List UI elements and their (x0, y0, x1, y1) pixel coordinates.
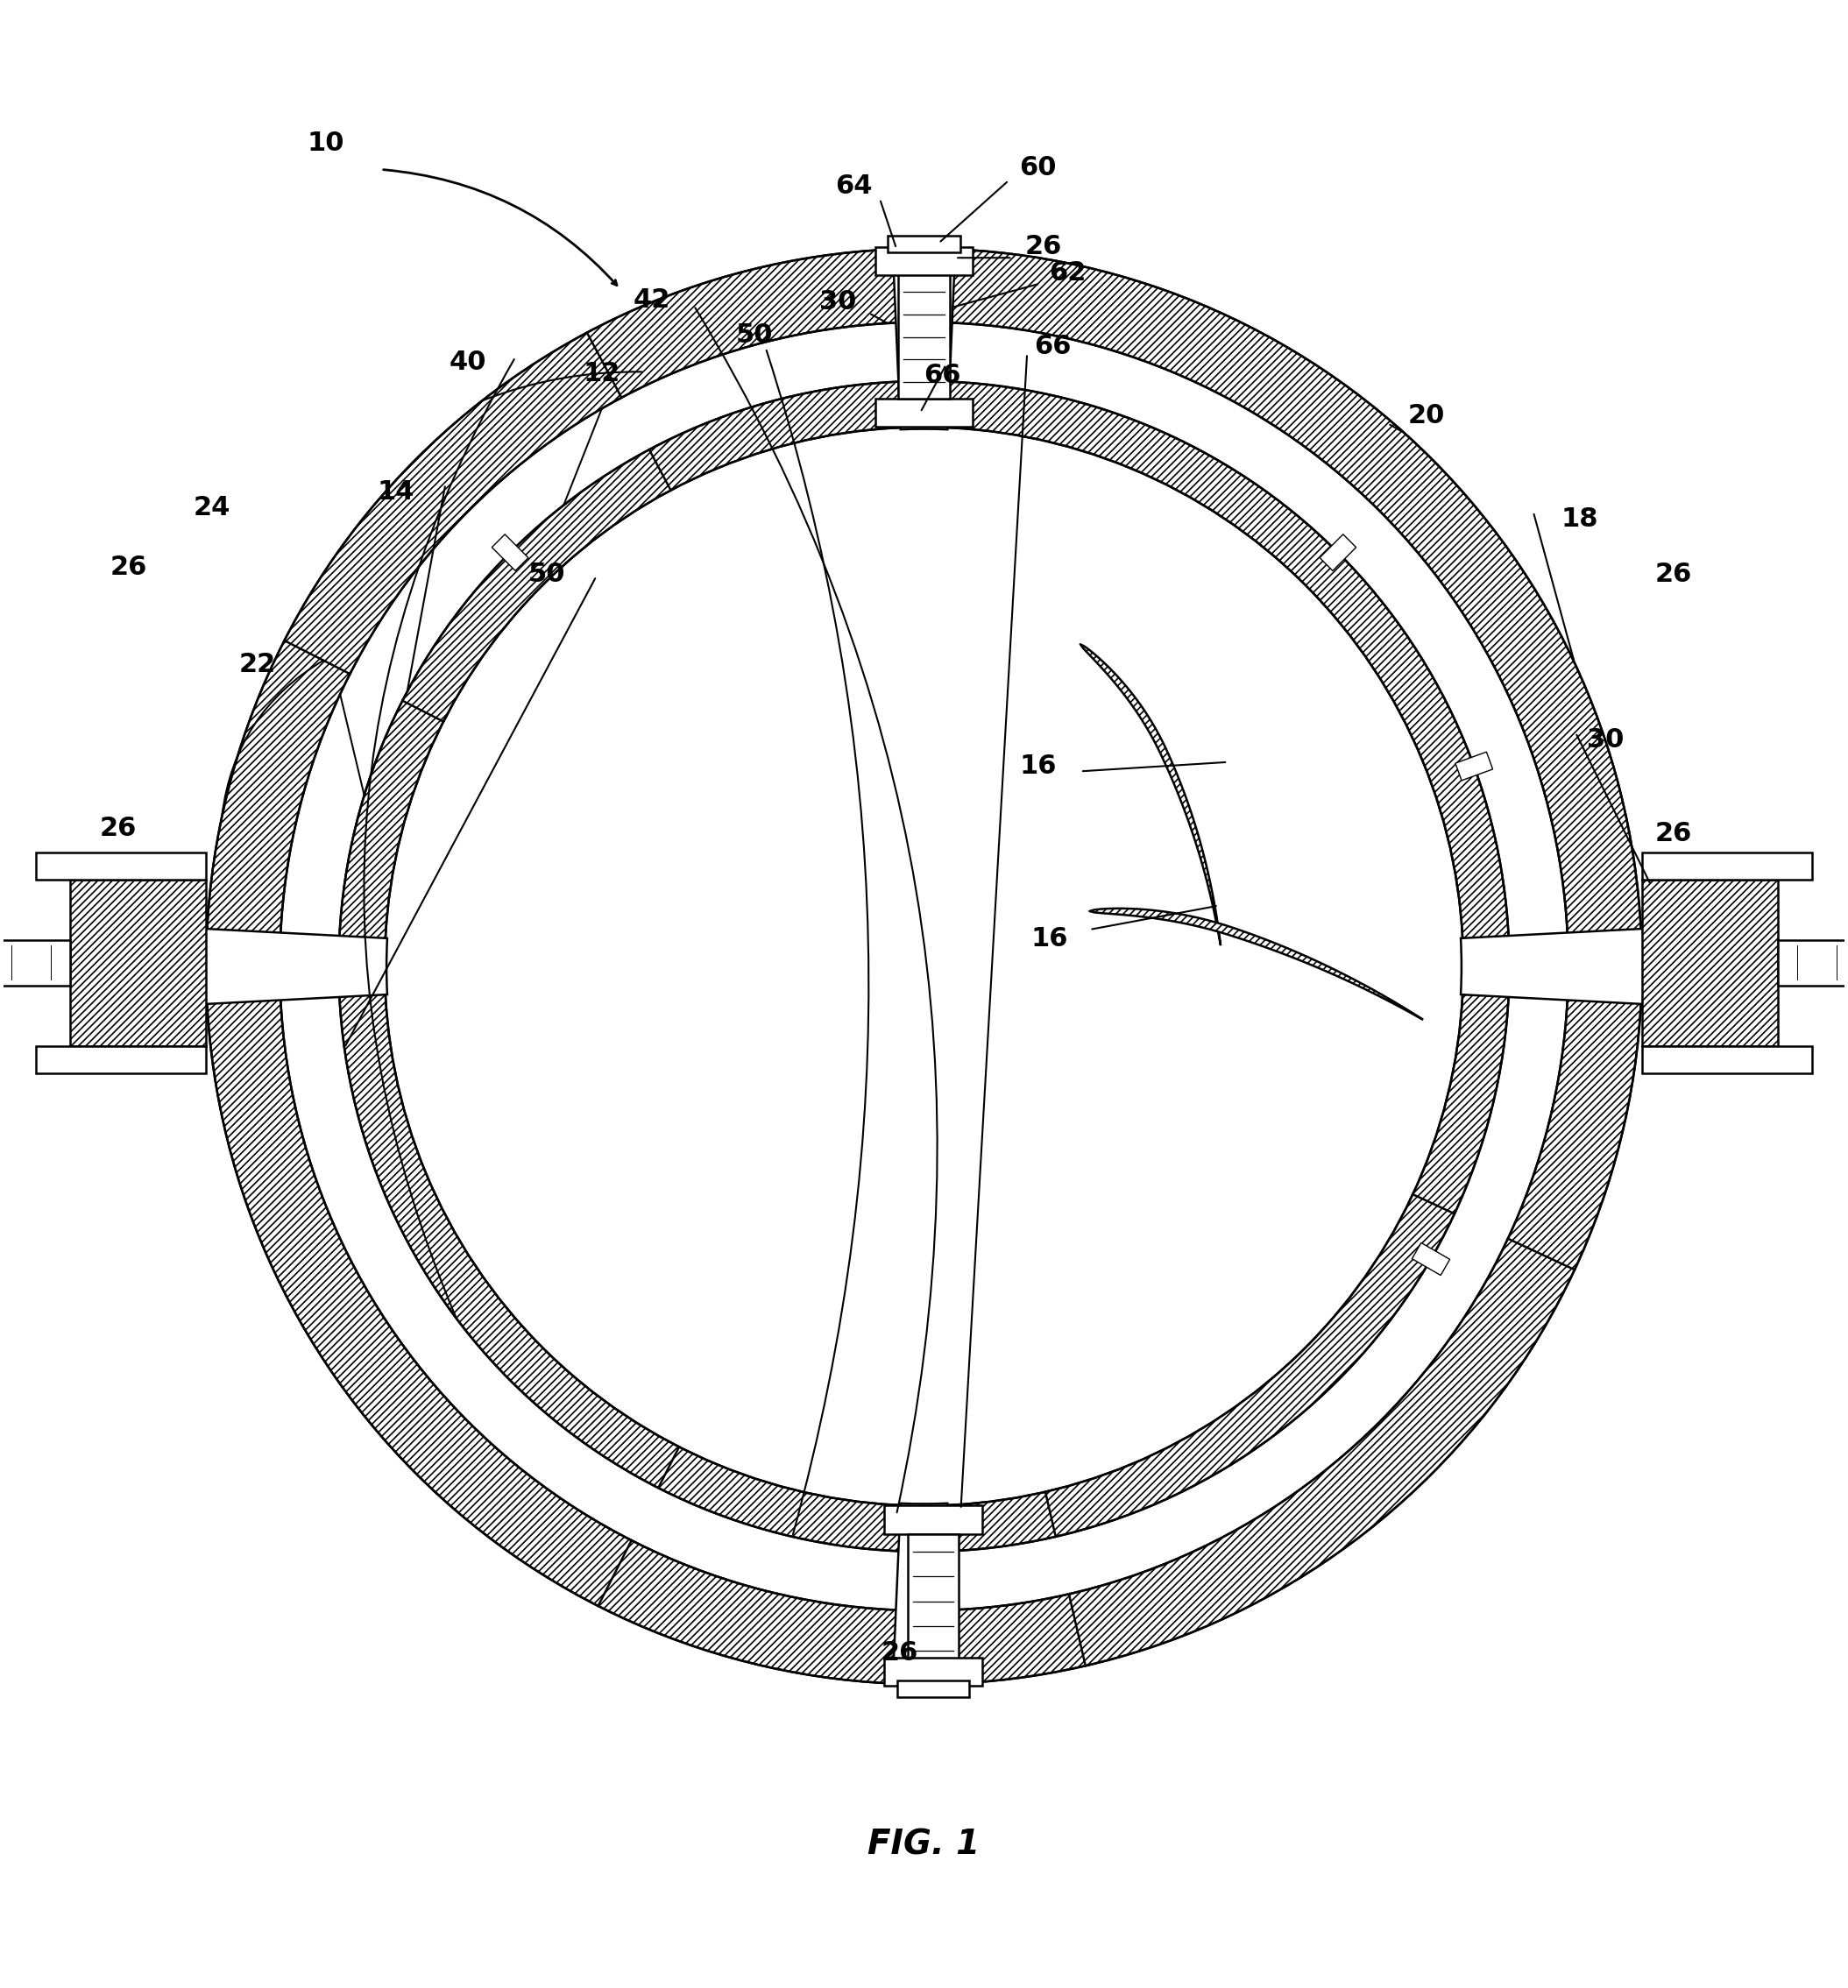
Text: 62: 62 (1050, 260, 1087, 284)
Bar (898, 266, 950, 400)
Bar (907, 1535, 959, 1666)
Text: FIG. 1: FIG. 1 (869, 1827, 979, 1861)
Text: 66: 66 (1035, 334, 1072, 360)
Text: 22: 22 (238, 652, 275, 678)
Bar (1641, 853, 1811, 881)
Polygon shape (1412, 1242, 1451, 1274)
Bar (887, 235, 961, 252)
Text: 66: 66 (924, 364, 961, 388)
Polygon shape (1090, 909, 1423, 1020)
Text: 30: 30 (1586, 728, 1624, 753)
Bar (1778, 940, 1848, 986)
Text: 14: 14 (377, 479, 414, 505)
Bar (896, 1680, 970, 1698)
Bar (1641, 881, 1778, 1046)
Bar (37, 853, 207, 881)
Text: 12: 12 (584, 362, 621, 386)
Polygon shape (492, 535, 529, 571)
Wedge shape (207, 248, 1641, 1684)
Bar (37, 1046, 207, 1074)
Text: 20: 20 (1408, 404, 1445, 429)
Wedge shape (338, 382, 1510, 1553)
Text: 60: 60 (1020, 155, 1057, 181)
Bar (876, 400, 972, 427)
Text: 64: 64 (835, 173, 872, 199)
Text: 16: 16 (1020, 753, 1057, 779)
Polygon shape (1319, 535, 1356, 571)
Wedge shape (1460, 928, 1643, 1004)
Text: 26: 26 (1654, 821, 1691, 847)
Wedge shape (893, 1503, 955, 1686)
Text: 24: 24 (192, 495, 231, 521)
Bar (70, 881, 207, 1046)
Bar (883, 1505, 981, 1535)
Text: 16: 16 (1031, 926, 1068, 952)
Text: 26: 26 (881, 1640, 918, 1666)
Text: 50: 50 (736, 322, 772, 348)
Text: 30: 30 (819, 290, 856, 314)
Wedge shape (279, 322, 1569, 1610)
Text: 26: 26 (1654, 563, 1691, 586)
Text: 18: 18 (1562, 507, 1599, 533)
Polygon shape (1081, 644, 1220, 944)
Wedge shape (893, 247, 955, 429)
Text: 26: 26 (1026, 235, 1063, 260)
Text: 26: 26 (111, 555, 148, 580)
Text: 26: 26 (100, 815, 137, 841)
Wedge shape (205, 928, 388, 1004)
Text: 42: 42 (634, 288, 671, 312)
Bar (883, 1658, 981, 1686)
Bar (0, 940, 70, 986)
Text: 10: 10 (307, 131, 344, 157)
Polygon shape (1456, 751, 1493, 781)
Text: 50: 50 (529, 563, 565, 586)
Circle shape (384, 427, 1464, 1505)
Text: 40: 40 (449, 350, 486, 376)
Bar (1641, 1046, 1811, 1074)
Bar (876, 247, 972, 274)
